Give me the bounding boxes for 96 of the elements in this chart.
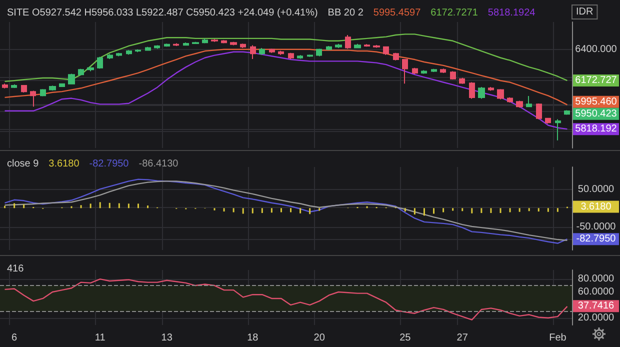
y-tick-label: 5995.460 [575,96,618,108]
candlestick [78,68,84,76]
x-tick-label: 13 [161,332,173,344]
candlestick [335,43,342,49]
x-tick-label: 20 [314,332,326,344]
candlestick [126,50,132,56]
line-series [4,51,568,130]
x-tick-label: 18 [247,332,259,344]
candlestick [21,84,27,94]
candlestick [145,46,151,52]
candlestick [202,38,208,44]
y-tick-label: 50.0000 [578,184,615,195]
candlestick [278,50,284,56]
x-tick-label: 11 [94,332,106,344]
annotation: -86.4130 [138,158,179,170]
candlestick [545,117,551,124]
y-tick-label: 20.0000 [578,312,615,324]
y-axis-title: IDR [576,6,594,18]
candlestick [30,90,36,108]
candlestick [364,44,370,48]
candlestick [393,52,399,61]
candlestick [526,95,532,108]
y-tick-label: 5950.423 [575,108,618,120]
candlestick [440,68,446,74]
candlestick [116,52,122,57]
candlestick [250,44,256,60]
annotation: 3.6180 [48,158,80,170]
candlestick [421,70,427,74]
candlestick [107,54,113,60]
text: 5818.1924 [488,8,536,18]
y-tick-label: 3.6180 [580,201,612,212]
candlestick [307,54,313,58]
candlestick [240,43,246,49]
candlestick [564,110,570,116]
candlestick [2,83,8,89]
candlestick [536,102,542,120]
line-series [4,48,568,106]
candlestick [316,48,322,57]
y-tick-label: 60.0000 [578,286,615,298]
y-tick-label: 6400.000 [575,44,618,55]
chart-subtitle: BB 20 2 [328,8,364,18]
chart-title: close 9 [7,158,40,170]
candlestick [297,54,303,60]
candlestick [59,82,65,88]
candlestick [383,46,389,56]
candlestick [183,42,189,46]
candlestick [431,68,437,72]
chart-title: 416 [7,264,24,274]
candlestick [354,43,361,49]
candlestick [211,38,218,42]
y-tick-label: 6172.727 [575,75,618,86]
chart-title: SITE O5927.542 H5956.033 L5922.487 C5950.423 +24.049 (+0.41%) [7,8,318,18]
candlestick [478,86,485,100]
candlestick [412,67,418,75]
candlestick [154,44,160,50]
annotation: -82.7950 [89,158,130,170]
candlestick [40,88,46,97]
candlestick [259,48,265,56]
y-tick-label: -50.0000 [576,221,616,232]
candlestick [402,58,408,84]
candlestick [135,48,141,53]
candlestick [345,34,351,50]
candlestick [555,118,561,141]
candlestick [469,82,475,100]
y-tick-label: 37.7416 [578,300,615,312]
x-tick-label: 6 [12,332,18,344]
x-tick-label: 27 [456,332,468,344]
candlestick [173,42,179,46]
candlestick [11,84,17,89]
candlestick [49,85,56,91]
candlestick [97,56,103,70]
candlestick [459,77,465,84]
candlestick [450,70,456,80]
candlestick [288,52,294,60]
x-tick-label: 25 [400,332,412,344]
candlestick [373,44,380,48]
line-series [4,34,568,82]
text: 6172.7271 [430,8,478,18]
y-tick-label: 5818.192 [575,124,618,135]
y-tick-label: -82.7950 [576,234,616,245]
candlestick [269,48,275,54]
text: 5995.4597 [373,8,422,18]
candlestick [488,86,494,92]
candlestick [516,100,523,108]
candlestick [507,96,513,104]
line-series [4,278,568,320]
candlestick [230,41,237,46]
candlestick [192,41,199,44]
candlestick [164,43,170,48]
candlestick [497,88,504,100]
candlestick [68,73,75,85]
x-tick-label: Feb [549,332,567,344]
candlestick [221,40,227,44]
y-tick-label: 80.0000 [578,274,615,285]
candlestick [87,66,94,72]
candlestick [326,45,332,51]
